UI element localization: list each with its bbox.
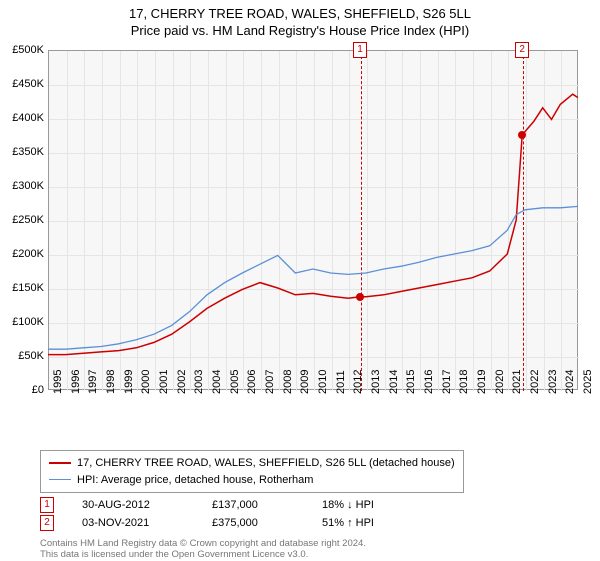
event-row-2: 2 03-NOV-2021£375,00051% ↑ HPI xyxy=(40,515,374,531)
x-axis-label: 2002 xyxy=(176,370,188,394)
x-axis-label: 2005 xyxy=(229,370,241,394)
legend-label: HPI: Average price, detached house, Roth… xyxy=(77,472,313,489)
series-hpi xyxy=(48,206,578,349)
legend-row: 17, CHERRY TREE ROAD, WALES, SHEFFIELD, … xyxy=(49,455,455,472)
footer-line-2: This data is licensed under the Open Gov… xyxy=(40,549,366,560)
event-price: £375,000 xyxy=(212,517,322,529)
y-axis-label: £100K xyxy=(12,316,44,328)
y-axis-label: £50K xyxy=(18,350,44,362)
marker-dot-1 xyxy=(356,293,364,301)
y-axis-label: £400K xyxy=(12,112,44,124)
x-axis-label: 2010 xyxy=(317,370,329,394)
chart-title-block: 17, CHERRY TREE ROAD, WALES, SHEFFIELD, … xyxy=(0,0,600,40)
x-axis-label: 2006 xyxy=(246,370,258,394)
x-axis-label: 2025 xyxy=(582,370,594,394)
legend-swatch xyxy=(49,462,71,464)
x-axis-label: 2000 xyxy=(140,370,152,394)
x-axis-label: 2014 xyxy=(388,370,400,394)
chart-area: £0£50K£100K£150K£200K£250K£300K£350K£400… xyxy=(48,50,578,410)
event-badge: 2 xyxy=(40,515,54,531)
event-badge: 1 xyxy=(40,497,54,513)
x-axis-label: 2004 xyxy=(211,370,223,394)
x-axis-label: 2023 xyxy=(547,370,559,394)
x-axis-label: 2013 xyxy=(370,370,382,394)
x-axis-label: 2015 xyxy=(405,370,417,394)
event-delta: 18% ↓ HPI xyxy=(322,499,374,511)
y-axis-label: £150K xyxy=(12,282,44,294)
x-axis-label: 2018 xyxy=(458,370,470,394)
y-axis-label: £500K xyxy=(12,44,44,56)
y-axis-label: £0 xyxy=(32,384,44,396)
x-axis-label: 2012 xyxy=(352,370,364,394)
x-axis-label: 2003 xyxy=(193,370,205,394)
x-axis-label: 1995 xyxy=(52,370,64,394)
x-axis-label: 1999 xyxy=(123,370,135,394)
legend-swatch xyxy=(49,479,71,480)
marker-badge-1: 1 xyxy=(353,42,367,58)
x-axis-label: 2017 xyxy=(441,370,453,394)
footer-line-1: Contains HM Land Registry data © Crown c… xyxy=(40,538,366,549)
legend-row: HPI: Average price, detached house, Roth… xyxy=(49,472,455,489)
legend: 17, CHERRY TREE ROAD, WALES, SHEFFIELD, … xyxy=(40,450,464,493)
y-axis-label: £250K xyxy=(12,214,44,226)
event-date: 30-AUG-2012 xyxy=(82,499,212,511)
x-axis-label: 2021 xyxy=(511,370,523,394)
y-axis-label: £200K xyxy=(12,248,44,260)
x-axis-label: 2008 xyxy=(282,370,294,394)
marker-dot-2 xyxy=(518,131,526,139)
x-axis-label: 2020 xyxy=(494,370,506,394)
title-line-2: Price paid vs. HM Land Registry's House … xyxy=(0,23,600,40)
x-axis-label: 2009 xyxy=(299,370,311,394)
x-axis-label: 2024 xyxy=(564,370,576,394)
x-axis-label: 1997 xyxy=(87,370,99,394)
x-axis-label: 1996 xyxy=(70,370,82,394)
legend-label: 17, CHERRY TREE ROAD, WALES, SHEFFIELD, … xyxy=(77,455,455,472)
title-line-1: 17, CHERRY TREE ROAD, WALES, SHEFFIELD, … xyxy=(0,6,600,23)
x-axis-label: 1998 xyxy=(105,370,117,394)
event-date: 03-NOV-2021 xyxy=(82,517,212,529)
event-price: £137,000 xyxy=(212,499,322,511)
x-axis-label: 2016 xyxy=(423,370,435,394)
x-axis-label: 2007 xyxy=(264,370,276,394)
event-row-1: 1 30-AUG-2012£137,00018% ↓ HPI xyxy=(40,497,374,513)
x-axis-label: 2019 xyxy=(476,370,488,394)
x-axis-label: 2022 xyxy=(529,370,541,394)
footer: Contains HM Land Registry data © Crown c… xyxy=(40,538,366,561)
y-axis-label: £450K xyxy=(12,78,44,90)
x-axis-label: 2011 xyxy=(335,370,347,394)
x-axis-label: 2001 xyxy=(158,370,170,394)
series-price_paid xyxy=(48,94,578,354)
event-delta: 51% ↑ HPI xyxy=(322,517,374,529)
y-axis-label: £300K xyxy=(12,180,44,192)
marker-badge-2: 2 xyxy=(515,42,529,58)
y-axis-label: £350K xyxy=(12,146,44,158)
line-series-svg xyxy=(48,50,578,390)
